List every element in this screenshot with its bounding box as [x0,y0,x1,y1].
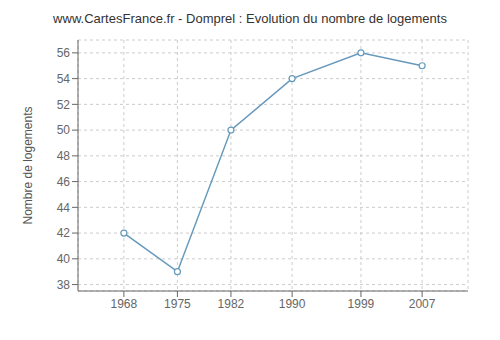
svg-text:38: 38 [57,278,71,292]
svg-text:50: 50 [57,123,71,137]
svg-text:1990: 1990 [279,297,306,311]
svg-text:42: 42 [57,226,71,240]
svg-text:1999: 1999 [348,297,375,311]
svg-text:1982: 1982 [218,297,245,311]
svg-text:1975: 1975 [164,297,191,311]
svg-text:56: 56 [57,46,71,60]
svg-text:1968: 1968 [111,297,138,311]
svg-text:46: 46 [57,175,71,189]
svg-text:48: 48 [57,149,71,163]
svg-text:52: 52 [57,98,71,112]
svg-text:54: 54 [57,72,71,86]
svg-text:Nombre de logements: Nombre de logements [21,106,35,224]
svg-text:2007: 2007 [409,297,436,311]
svg-text:44: 44 [57,201,71,215]
svg-text:40: 40 [57,252,71,266]
html-text:www.CartesFrance.fr - Domprel: www.CartesFrance.fr - Domprel : Evolutio… [53,11,447,26]
